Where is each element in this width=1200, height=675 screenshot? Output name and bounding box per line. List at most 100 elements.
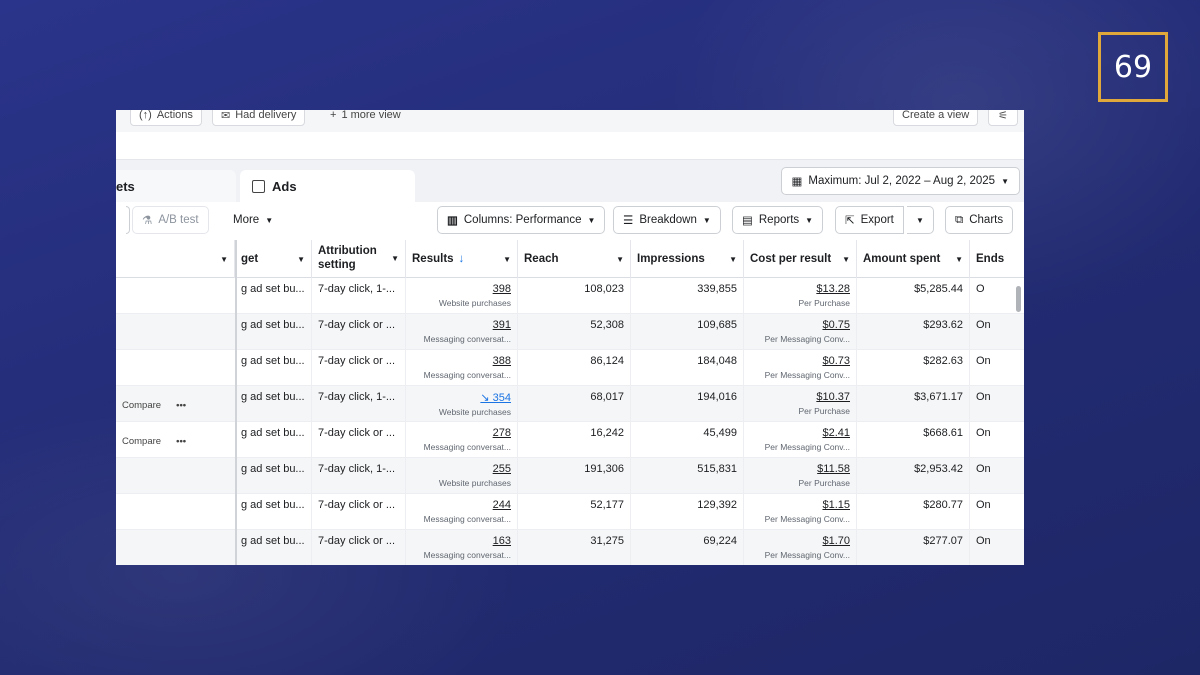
- col-header-cost-per-result[interactable]: Cost per result ▼: [744, 240, 857, 278]
- cost-per-result-value[interactable]: $1.70: [822, 535, 850, 547]
- attribution-value: 7-day click or ...: [318, 427, 396, 439]
- had-delivery-chip[interactable]: ✉ Had delivery: [212, 110, 306, 126]
- amount-spent-value: $277.07: [923, 535, 963, 547]
- attribution-value: 7-day click, 1-...: [318, 463, 396, 475]
- results-type: Website purchases: [438, 478, 511, 488]
- cost-per-result-type: Per Messaging Conv...: [764, 442, 850, 452]
- ends-cell: On: [970, 494, 1024, 530]
- cost-per-result-value[interactable]: $2.41: [822, 427, 850, 439]
- ad-icon: [252, 179, 265, 193]
- col-header-reach[interactable]: Reach ▼: [518, 240, 631, 278]
- breakdown-button[interactable]: ☰ Breakdown ▼: [613, 206, 721, 234]
- frozen-column-divider: [235, 240, 237, 565]
- toolbar-edge: [126, 206, 130, 234]
- amount-spent-value: $5,285.44: [914, 283, 963, 295]
- col-header-attribution[interactable]: Attribution setting ▼: [312, 240, 406, 278]
- impressions-value: 109,685: [697, 319, 737, 331]
- cost-per-result-type: Per Purchase: [798, 298, 851, 308]
- columns-button[interactable]: ▥ Columns: Performance ▼: [437, 206, 606, 234]
- reach-cell: 191,306: [518, 458, 631, 494]
- col-header-ends[interactable]: Ends: [970, 240, 1024, 278]
- cost-per-result-value[interactable]: $0.75: [822, 319, 850, 331]
- ends-value: On: [976, 499, 991, 511]
- impressions-cell: 69,224: [631, 530, 744, 565]
- ab-test-button[interactable]: ⚗ A/B test: [132, 206, 209, 234]
- table-row[interactable]: g ad set bu... 7-day click or ... 244 Me…: [116, 494, 1024, 530]
- col-header-attribution-label: Attribution setting: [318, 245, 377, 271]
- more-button[interactable]: More ▼: [224, 206, 283, 234]
- ends-cell: On: [970, 386, 1024, 422]
- amount-spent-cell: $280.77: [857, 494, 970, 530]
- col-header-results[interactable]: Results ↓ ▼: [406, 240, 518, 278]
- more-view-chip[interactable]: + 1 more view: [322, 110, 409, 126]
- impressions-cell: 129,392: [631, 494, 744, 530]
- cost-per-result-value[interactable]: $13.28: [816, 283, 850, 295]
- chevron-down-icon: ▼: [503, 254, 511, 264]
- table-row[interactable]: Compare ••• g ad set bu... 7-day click o…: [116, 422, 1024, 458]
- charts-button[interactable]: ⧉ Charts: [945, 206, 1014, 234]
- create-view-label: Create a view: [902, 110, 970, 121]
- attribution-value: 7-day click or ...: [318, 499, 396, 511]
- results-value[interactable]: 388: [492, 355, 511, 367]
- results-cell: 278 Messaging conversat...: [406, 422, 518, 458]
- ab-test-label: A/B test: [158, 214, 199, 226]
- col-header-impressions[interactable]: Impressions ▼: [631, 240, 744, 278]
- budget-value: g ad set bu...: [241, 283, 305, 295]
- results-value[interactable]: 398: [492, 283, 511, 295]
- results-value[interactable]: 278: [492, 427, 511, 439]
- more-options-icon[interactable]: •••: [176, 436, 187, 447]
- table-row[interactable]: g ad set bu... 7-day click or ... 391 Me…: [116, 314, 1024, 350]
- table-row[interactable]: Compare ••• g ad set bu... 7-day click, …: [116, 386, 1024, 422]
- table-row[interactable]: g ad set bu... 7-day click, 1-... 398 We…: [116, 278, 1024, 314]
- date-range-picker[interactable]: ▦ Maximum: Jul 2, 2022 – Aug 2, 2025 ▼: [780, 167, 1020, 195]
- table-row[interactable]: g ad set bu... 7-day click or ... 163 Me…: [116, 530, 1024, 565]
- more-options-icon[interactable]: •••: [176, 400, 187, 411]
- cost-per-result-value[interactable]: $0.73: [822, 355, 850, 367]
- search-bar[interactable]: [116, 132, 1024, 160]
- results-cell: 244 Messaging conversat...: [406, 494, 518, 530]
- settings-button[interactable]: ⚟: [988, 110, 1018, 126]
- name-cell: [116, 494, 235, 530]
- vertical-scrollbar[interactable]: [1016, 286, 1021, 312]
- cost-per-result-value[interactable]: $10.37: [816, 391, 850, 403]
- reach-cell: 52,177: [518, 494, 631, 530]
- cost-per-result-value[interactable]: $11.58: [817, 463, 850, 475]
- compare-link[interactable]: Compare: [122, 436, 162, 447]
- cost-per-result-type: Per Messaging Conv...: [764, 550, 850, 560]
- amount-spent-value: $282.63: [923, 355, 963, 367]
- impressions-cell: 45,499: [631, 422, 744, 458]
- cost-per-result-value[interactable]: $1.15: [822, 499, 850, 511]
- results-type: Messaging conversat...: [423, 514, 511, 524]
- export-button[interactable]: ⇱ Export: [835, 206, 904, 234]
- results-value[interactable]: 391: [492, 319, 511, 331]
- chevron-down-icon: ▼: [842, 254, 850, 264]
- col-header-amount-spent[interactable]: Amount spent ▼: [857, 240, 970, 278]
- results-value[interactable]: 255: [492, 463, 511, 475]
- table-row[interactable]: g ad set bu... 7-day click, 1-... 255 We…: [116, 458, 1024, 494]
- reports-button[interactable]: ▤ Reports ▼: [732, 206, 824, 234]
- results-value[interactable]: 244: [492, 499, 511, 511]
- actions-chip[interactable]: (↑) Actions: [130, 110, 202, 126]
- table-toolbar: ⚗ A/B test More ▼ ▥ Columns: Performance…: [116, 202, 1024, 238]
- col-header-amount-spent-label: Amount spent: [863, 253, 941, 265]
- chevron-down-icon: ▼: [391, 254, 399, 264]
- results-value[interactable]: 163: [492, 535, 511, 547]
- col-header-budget[interactable]: get ▼: [235, 240, 312, 278]
- results-cell: 163 Messaging conversat...: [406, 530, 518, 565]
- results-value[interactable]: ↘ 354: [480, 392, 511, 404]
- name-cell: [116, 278, 235, 314]
- ends-cell: On: [970, 314, 1024, 350]
- tab-ad-sets[interactable]: ets: [116, 170, 236, 202]
- create-view-button[interactable]: Create a view: [893, 110, 979, 126]
- tab-ads[interactable]: Ads: [240, 170, 415, 202]
- col-header-name[interactable]: ▼: [116, 240, 235, 278]
- cost-per-result-cell: $0.73 Per Messaging Conv...: [744, 350, 857, 386]
- reach-value: 52,308: [590, 319, 624, 331]
- export-dropdown[interactable]: ▼: [907, 206, 934, 234]
- reports-label: Reports: [758, 214, 800, 226]
- reach-value: 52,177: [590, 499, 624, 511]
- attribution-value: 7-day click, 1-...: [318, 283, 396, 295]
- compare-link[interactable]: Compare: [122, 400, 162, 411]
- col-header-reach-label: Reach: [524, 253, 559, 265]
- table-row[interactable]: g ad set bu... 7-day click or ... 388 Me…: [116, 350, 1024, 386]
